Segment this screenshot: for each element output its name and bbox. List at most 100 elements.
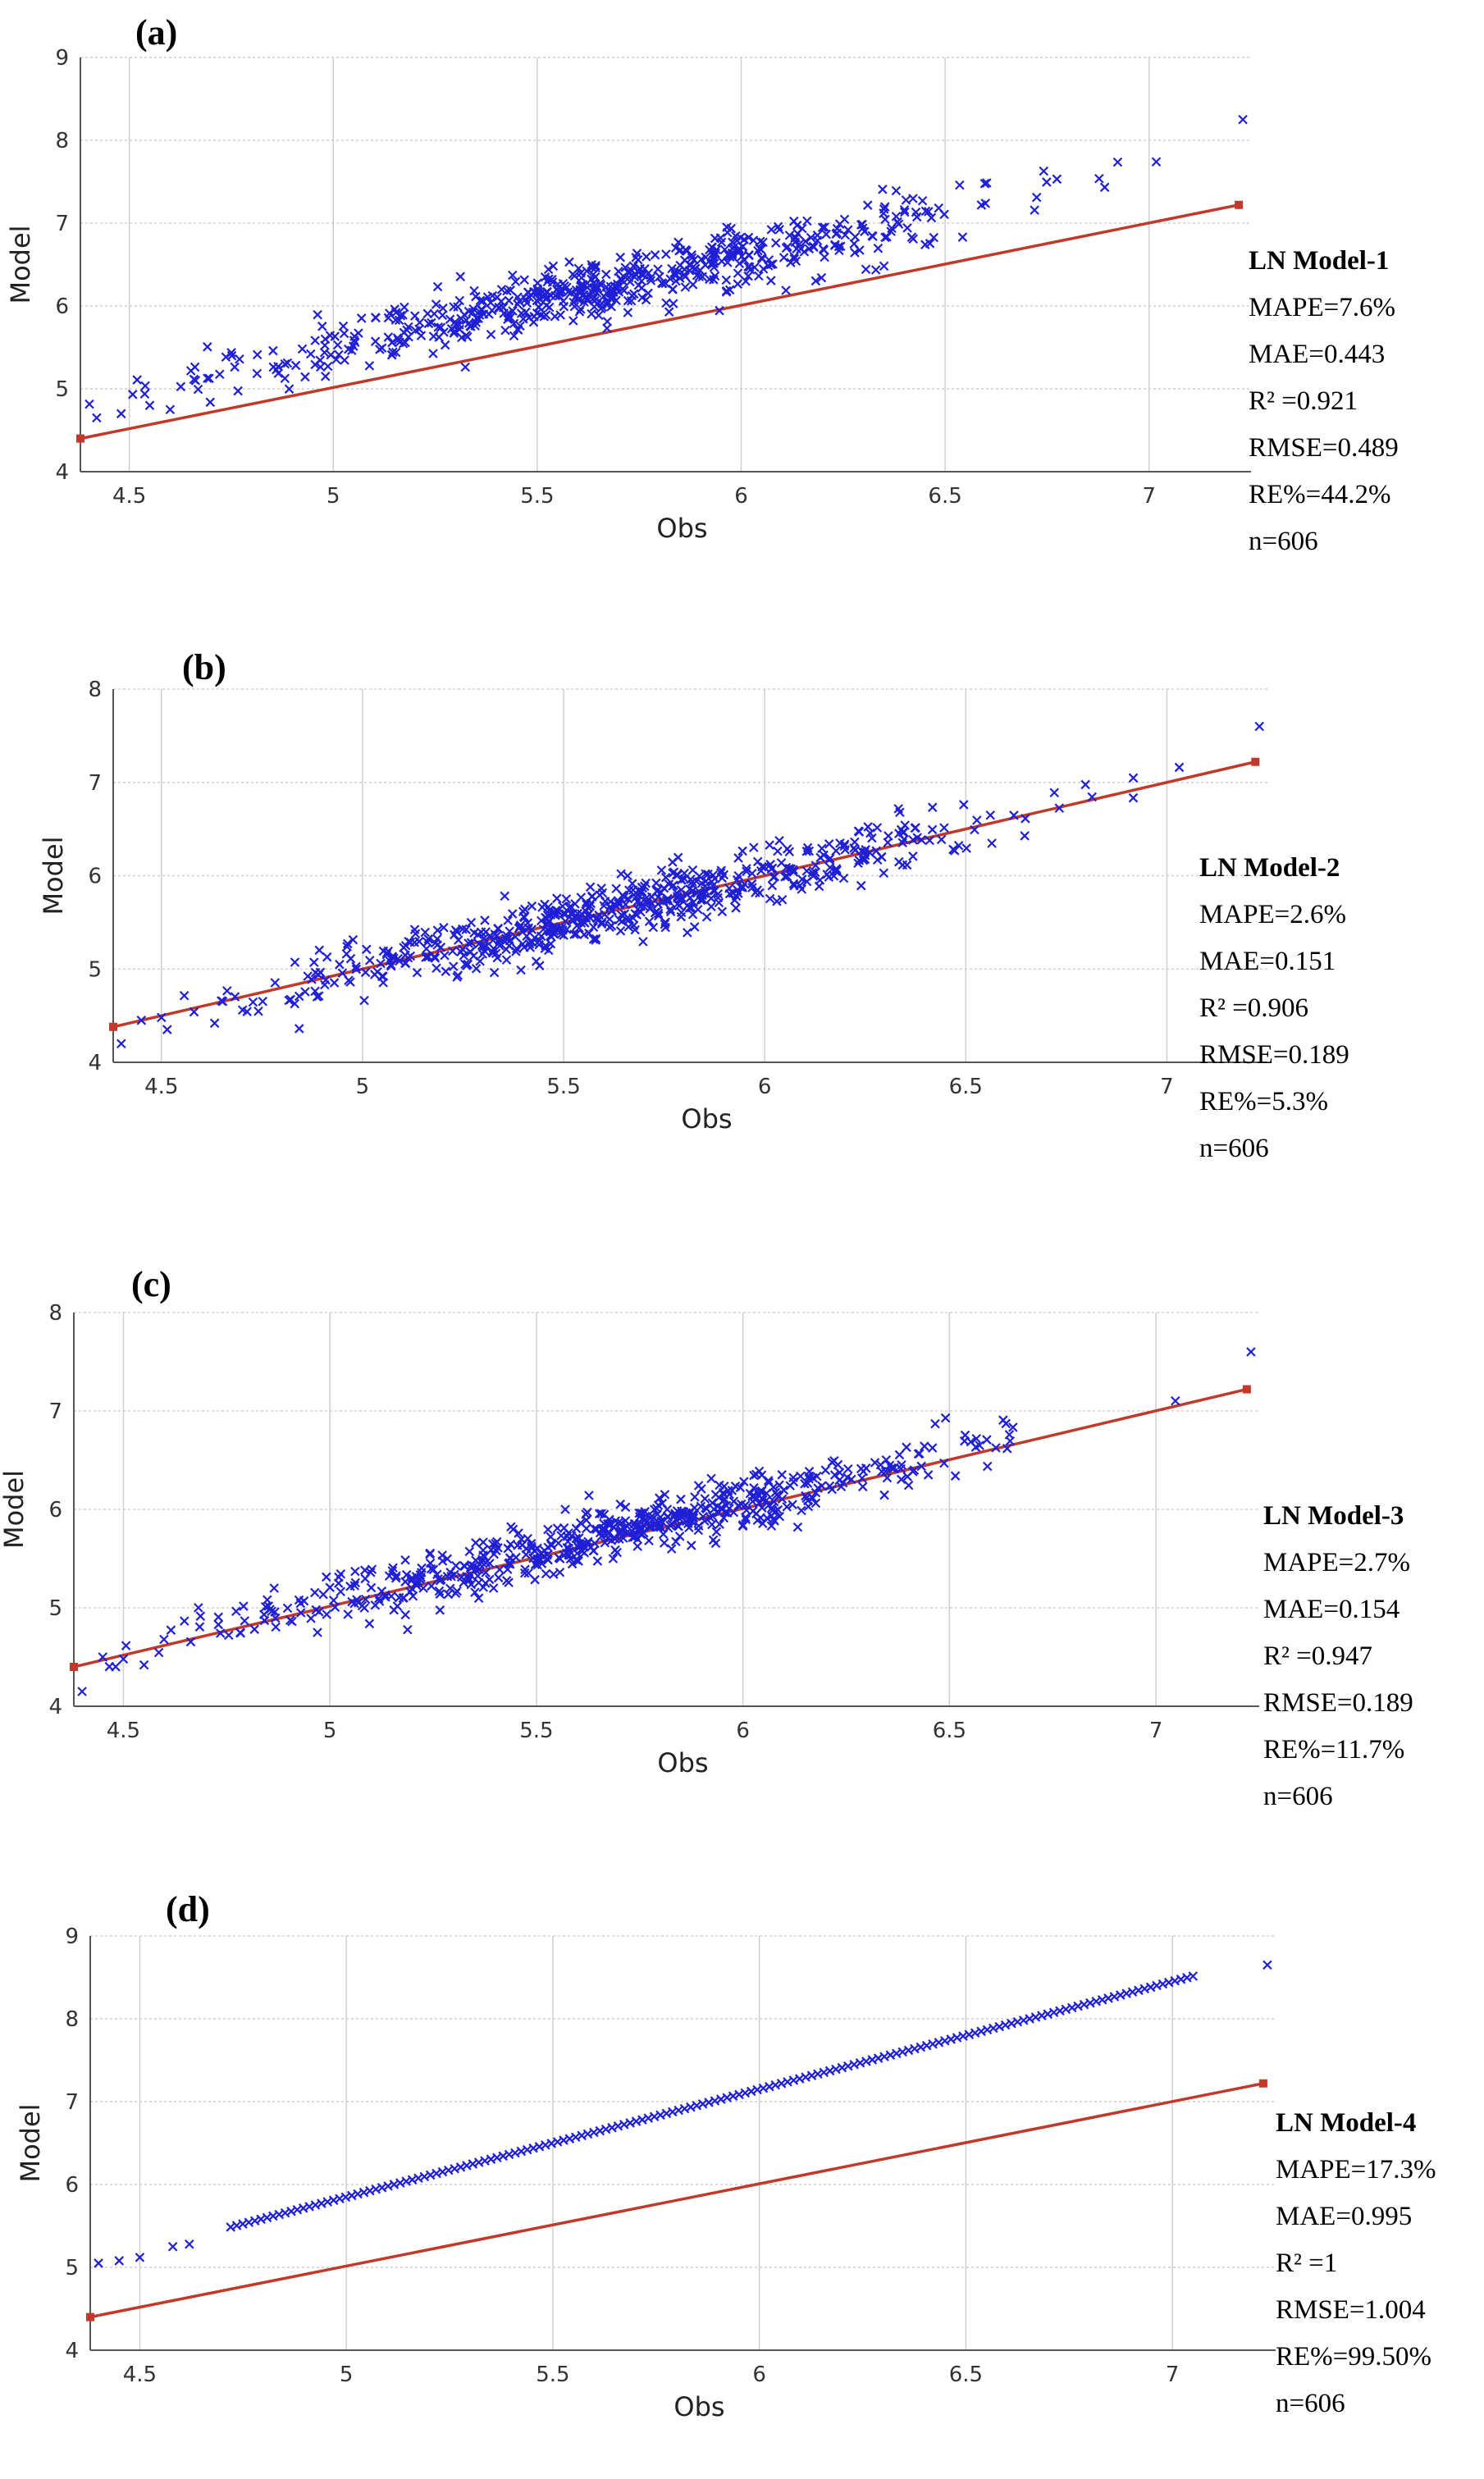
scatter-point bbox=[285, 1615, 295, 1625]
scatter-point bbox=[1128, 773, 1139, 783]
scatter-point bbox=[710, 1538, 721, 1549]
scatter-point bbox=[807, 868, 818, 878]
scatter-point bbox=[310, 336, 320, 345]
scatter-point bbox=[568, 909, 578, 919]
scatter-point bbox=[891, 185, 902, 196]
scatter-point bbox=[1080, 779, 1090, 790]
scatter-point bbox=[620, 263, 630, 272]
scatter-point bbox=[571, 1523, 582, 1534]
scatter-point bbox=[560, 1504, 570, 1514]
scatter-point bbox=[240, 1616, 250, 1626]
scatter-point bbox=[485, 931, 495, 941]
scatter-point bbox=[739, 235, 750, 244]
scatter-point bbox=[448, 961, 459, 971]
scatter-point bbox=[384, 1571, 395, 1581]
scatter-point bbox=[650, 250, 660, 260]
scatter-point bbox=[412, 967, 422, 978]
stat-mape-c: MAPE=2.7% bbox=[1263, 1548, 1411, 1577]
scatter-point bbox=[144, 400, 155, 410]
scatter-point bbox=[376, 958, 386, 969]
scatter-point bbox=[350, 1566, 360, 1577]
scatter-point bbox=[876, 851, 887, 862]
scatter-point bbox=[675, 245, 686, 255]
scatter-point bbox=[950, 846, 960, 856]
x-tick-label: 4.5 bbox=[123, 2363, 157, 2387]
scatter-point bbox=[226, 348, 236, 358]
scatter-point bbox=[481, 942, 491, 952]
scatter-point bbox=[689, 922, 700, 932]
scatter-point bbox=[765, 840, 774, 850]
scatter-point bbox=[667, 263, 677, 274]
scatter-point bbox=[576, 268, 586, 278]
scatter-point bbox=[528, 317, 539, 327]
stats-box-a: LN Model-1 MAPE=7.6% MAE=0.443 R² =0.921… bbox=[1249, 238, 1399, 565]
scatter-point bbox=[315, 362, 326, 372]
scatter-point bbox=[924, 207, 934, 217]
scatter-point bbox=[927, 1443, 938, 1453]
scatter-point bbox=[118, 1654, 129, 1664]
scatter-point bbox=[422, 937, 432, 947]
scatter-point bbox=[414, 317, 425, 327]
scatter-point bbox=[367, 1564, 377, 1574]
scatter-point bbox=[638, 937, 648, 947]
scatter-point bbox=[314, 1607, 324, 1617]
scatter-point bbox=[461, 330, 471, 340]
scatter-point bbox=[432, 934, 442, 944]
scatter-point bbox=[824, 839, 834, 849]
scatter-point bbox=[300, 372, 310, 382]
scatter-point bbox=[589, 292, 600, 303]
y-tick-label: 4 bbox=[48, 1695, 62, 1719]
scatter-point bbox=[635, 891, 645, 902]
scatter-point bbox=[555, 1567, 565, 1577]
scatter-point bbox=[696, 1501, 706, 1512]
scatter-point bbox=[263, 1601, 274, 1611]
scatter-point bbox=[916, 1461, 926, 1472]
scatter-point bbox=[766, 225, 777, 235]
scatter-point bbox=[584, 1491, 594, 1500]
scatter-point bbox=[765, 893, 775, 904]
stat-r2-b: R² =0.906 bbox=[1199, 993, 1309, 1023]
scatter-point bbox=[1021, 814, 1030, 824]
scatter-point bbox=[908, 851, 918, 861]
scatter-point bbox=[480, 915, 490, 925]
scatter-point bbox=[832, 223, 842, 234]
scatter-point bbox=[755, 888, 765, 898]
scatter-point bbox=[575, 287, 586, 297]
scatter-point bbox=[294, 1024, 304, 1034]
scatter-point bbox=[648, 922, 659, 933]
scatter-point bbox=[603, 1529, 614, 1539]
scatter-point bbox=[795, 880, 805, 891]
scatter-point bbox=[549, 1569, 559, 1579]
scatter-chart-b: 4.5 5 5.5 6 6.5 7 4 5 6 7 8 Obs Model bbox=[38, 678, 1267, 1134]
reference-line-start-marker bbox=[76, 434, 84, 443]
scatter-point bbox=[441, 966, 451, 976]
scatter-point bbox=[318, 1589, 328, 1600]
scatter-point bbox=[602, 317, 613, 326]
scatter-point bbox=[849, 239, 859, 249]
scatter-point bbox=[330, 331, 340, 341]
scatter-point bbox=[686, 1541, 696, 1550]
scatter-point bbox=[530, 1574, 540, 1585]
scatter-point bbox=[660, 919, 670, 929]
scatter-point bbox=[850, 837, 860, 847]
scatter-point bbox=[940, 1413, 951, 1423]
scatter-point bbox=[659, 1538, 669, 1548]
scatter-point bbox=[749, 1470, 759, 1481]
scatter-point bbox=[349, 331, 359, 341]
scatter-point bbox=[741, 1514, 751, 1525]
stat-mae-a: MAE=0.443 bbox=[1249, 340, 1386, 369]
scatter-point bbox=[577, 909, 587, 919]
stat-mae-c: MAE=0.154 bbox=[1263, 1595, 1400, 1624]
scatter-point bbox=[493, 1543, 503, 1553]
scatter-point bbox=[605, 897, 616, 906]
scatter-point bbox=[556, 1531, 566, 1541]
scatter-point bbox=[593, 310, 604, 321]
x-tick-label: 4.5 bbox=[112, 484, 146, 509]
scatter-point bbox=[470, 1587, 480, 1597]
scatter-point bbox=[399, 327, 409, 338]
scatter-point bbox=[543, 1555, 553, 1565]
scatter-point bbox=[677, 895, 687, 905]
scatter-point bbox=[632, 910, 642, 920]
scatter-point bbox=[523, 923, 533, 934]
